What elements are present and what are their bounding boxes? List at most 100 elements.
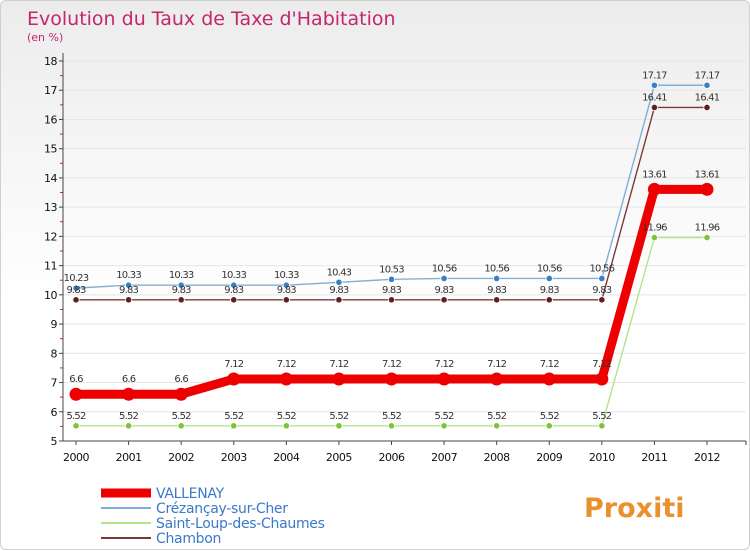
legend-label: VALLENAY: [156, 486, 225, 502]
y-tick-label: 9: [51, 318, 58, 331]
data-point-vallenay: [227, 372, 241, 386]
y-tick-label: 8: [51, 347, 58, 360]
data-point-chambon: [650, 103, 659, 112]
data-point-crezancay-sur-cher: [177, 281, 185, 289]
data-label-vallenay: 13.61: [695, 169, 720, 180]
y-tick-label: 12: [44, 230, 57, 243]
data-point-chambon: [72, 296, 80, 304]
data-label-chambon: 9.83: [277, 285, 297, 296]
data-label-crezancay-sur-cher: 10.33: [274, 270, 299, 281]
data-point-crezancay-sur-cher: [703, 81, 711, 89]
x-tick-label: 2003: [221, 451, 247, 464]
x-tick-label: 2011: [641, 451, 667, 464]
data-label-crezancay-sur-cher: 17.17: [642, 70, 667, 81]
data-label-chambon: 9.83: [382, 285, 402, 296]
x-tick-label: 2008: [484, 451, 510, 464]
data-label-vallenay: 7.12: [540, 359, 560, 370]
legend-label: Crézançay-sur-Cher: [156, 501, 288, 517]
data-label-chambon: 9.83: [66, 285, 86, 296]
data-point-chambon: [230, 296, 238, 304]
data-point-vallenay: [279, 372, 293, 386]
data-label-crezancay-sur-cher: 10.33: [221, 270, 246, 281]
data-point-crezancay-sur-cher: [493, 274, 501, 283]
data-point-chambon: [335, 296, 343, 304]
data-label-saint-loup-des-chaumes: 5.52: [172, 411, 192, 422]
x-tick-label: 2005: [326, 451, 352, 464]
x-tick-label: 2004: [273, 451, 299, 464]
data-point-crezancay-sur-cher: [335, 278, 343, 286]
data-label-crezancay-sur-cher: 10.43: [327, 267, 352, 278]
data-point-chambon: [598, 296, 606, 304]
data-point-crezancay-sur-cher: [230, 281, 238, 289]
x-tick-label: 2001: [116, 451, 142, 464]
data-point-saint-loup-des-chaumes: [650, 233, 659, 242]
data-point-crezancay-sur-cher: [545, 274, 553, 283]
data-point-crezancay-sur-cher: [387, 275, 396, 283]
data-point-crezancay-sur-cher: [124, 281, 133, 289]
legend-label: Chambon: [156, 531, 221, 547]
data-label-crezancay-sur-cher: 10.23: [64, 273, 89, 284]
series-lines: [69, 81, 714, 430]
proxiti-logo: Proxiti: [584, 493, 685, 524]
data-point-vallenay: [542, 372, 556, 386]
data-label-chambon: 9.83: [119, 285, 139, 296]
y-tick-label: 5: [51, 435, 58, 448]
data-point-saint-loup-des-chaumes: [703, 233, 711, 242]
data-point-saint-loup-des-chaumes: [598, 422, 606, 430]
x-tick-label: 2007: [431, 451, 457, 464]
data-label-chambon: 9.83: [435, 285, 455, 296]
data-label-vallenay: 7.12: [487, 359, 507, 370]
data-label-saint-loup-des-chaumes: 11.96: [642, 223, 667, 234]
data-point-chambon: [703, 103, 711, 112]
data-point-saint-loup-des-chaumes: [545, 422, 553, 430]
data-point-vallenay: [437, 372, 451, 386]
data-label-saint-loup-des-chaumes: 5.52: [277, 411, 297, 422]
data-point-vallenay: [174, 387, 188, 401]
x-tick-label: 2000: [63, 451, 89, 464]
data-label-saint-loup-des-chaumes: 5.52: [224, 411, 244, 422]
x-tick-label: 2012: [694, 451, 720, 464]
data-point-vallenay: [647, 182, 661, 196]
data-point-saint-loup-des-chaumes: [230, 422, 238, 430]
data-point-chambon: [545, 296, 553, 304]
legend-label: Saint-Loup-des-Chaumes: [156, 516, 325, 532]
data-point-crezancay-sur-cher: [282, 281, 290, 289]
data-point-saint-loup-des-chaumes: [124, 422, 133, 430]
data-label-crezancay-sur-cher: 10.56: [590, 263, 615, 274]
data-label-saint-loup-des-chaumes: 5.52: [592, 411, 612, 422]
data-label-chambon: 9.83: [224, 285, 244, 296]
data-point-saint-loup-des-chaumes: [493, 422, 501, 430]
data-point-saint-loup-des-chaumes: [335, 422, 343, 430]
data-label-crezancay-sur-cher: 10.33: [116, 270, 141, 281]
data-label-vallenay: 7.12: [277, 359, 297, 370]
y-tick-label: 16: [44, 113, 57, 126]
data-point-chambon: [177, 296, 185, 304]
data-point-vallenay: [385, 372, 398, 386]
legend: VALLENAYCrézançay-sur-CherSaint-Loup-des…: [101, 486, 325, 547]
data-label-chambon: 9.83: [172, 285, 192, 296]
y-tick-label: 6: [51, 406, 58, 419]
data-label-chambon: 16.41: [642, 92, 667, 103]
data-label-vallenay: 6.6: [69, 374, 83, 385]
data-point-vallenay: [700, 182, 714, 196]
y-tick-label: 18: [44, 55, 57, 68]
data-label-saint-loup-des-chaumes: 5.52: [329, 411, 349, 422]
data-label-vallenay: 6.6: [122, 374, 136, 385]
data-point-saint-loup-des-chaumes: [282, 422, 290, 430]
data-point-saint-loup-des-chaumes: [440, 422, 448, 430]
logo-wordmark: Proxiti: [584, 493, 685, 524]
chart-title: Evolution du Taux de Taxe d'Habitation: [27, 8, 396, 30]
y-tick-label: 10: [44, 289, 57, 302]
data-point-chambon: [493, 296, 501, 304]
data-label-vallenay: 7.12: [329, 359, 349, 370]
y-tick-label: 13: [44, 201, 57, 214]
data-point-crezancay-sur-cher: [598, 274, 606, 283]
data-label-crezancay-sur-cher: 17.17: [695, 70, 720, 81]
data-point-crezancay-sur-cher: [72, 284, 80, 292]
data-point-chambon: [440, 296, 448, 304]
data-point-chambon: [124, 296, 133, 304]
data-label-saint-loup-des-chaumes: 5.52: [435, 411, 455, 422]
data-label-chambon: 9.83: [540, 285, 560, 296]
data-point-vallenay: [332, 372, 346, 386]
